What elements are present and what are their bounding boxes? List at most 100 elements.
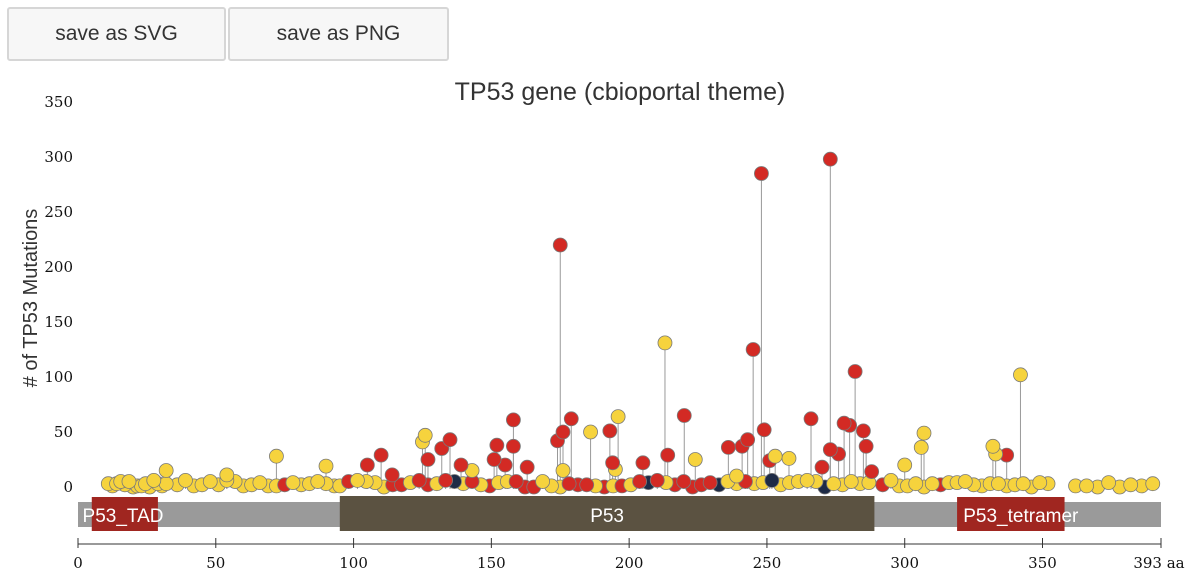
mutation-head bbox=[519, 459, 535, 475]
x-tick-label: 100 bbox=[339, 554, 368, 572]
mutation-head bbox=[720, 439, 736, 455]
mutation-head bbox=[219, 467, 235, 483]
mutation-head bbox=[858, 438, 874, 454]
mutation-head bbox=[610, 409, 626, 425]
mutation-head bbox=[822, 151, 838, 167]
mutation-head bbox=[1145, 476, 1161, 492]
x-tick-label: 150 bbox=[477, 554, 506, 572]
domain-label: P53 bbox=[590, 506, 624, 527]
mutation-stems bbox=[107, 159, 1154, 489]
mutation-head bbox=[814, 459, 830, 475]
y-tick-label: 100 bbox=[44, 368, 73, 386]
mutation-head bbox=[442, 432, 458, 448]
mutation-head bbox=[563, 411, 579, 427]
y-tick-label: 0 bbox=[63, 478, 73, 496]
mutation-head bbox=[121, 474, 137, 489]
mutation-head bbox=[489, 437, 505, 453]
mutation-head bbox=[561, 476, 577, 492]
mutation-head bbox=[843, 474, 859, 489]
mutation-head bbox=[729, 468, 745, 484]
mutation-head bbox=[310, 474, 326, 489]
mutation-head bbox=[202, 474, 218, 489]
mutation-head bbox=[605, 455, 621, 471]
mutation-head bbox=[178, 472, 193, 488]
mutation-head bbox=[803, 411, 819, 427]
mutation-head bbox=[411, 472, 427, 488]
mutation-head bbox=[384, 467, 400, 483]
mutation-head bbox=[1101, 475, 1117, 491]
mutation-head bbox=[897, 457, 913, 473]
mutation-head bbox=[1079, 478, 1094, 494]
y-tick-label: 150 bbox=[44, 313, 73, 331]
x-tick-label: 50 bbox=[206, 554, 225, 572]
domain-p53 bbox=[339, 496, 875, 531]
mutation-heads bbox=[100, 151, 1161, 495]
x-tick-label: 300 bbox=[890, 554, 919, 572]
mutation-head bbox=[676, 408, 692, 423]
domain-label: P53_TAD bbox=[83, 506, 164, 527]
mutation-head bbox=[486, 452, 502, 467]
mutation-head bbox=[676, 474, 692, 489]
mutation-head bbox=[635, 455, 651, 471]
save-svg-button[interactable]: save as SVG bbox=[7, 7, 226, 61]
mutation-head bbox=[535, 474, 551, 489]
mutation-head bbox=[420, 452, 436, 467]
protein-backbone: P53_TAD P53 P53_tetramer bbox=[78, 496, 1161, 531]
domain-p53_tad bbox=[91, 497, 158, 531]
x-axis: 0 50 100 150 200 250 300 350 393 aa bbox=[73, 538, 1185, 572]
y-tick-label: 200 bbox=[44, 258, 73, 276]
mutation-head bbox=[799, 472, 815, 488]
domain-label: P53_tetramer bbox=[963, 506, 1079, 527]
mutation-head bbox=[991, 476, 1006, 492]
mutation-head bbox=[649, 472, 665, 488]
mutation-head bbox=[767, 448, 783, 464]
mutation-head bbox=[146, 472, 162, 488]
mutation-head bbox=[602, 423, 618, 439]
mutation-head bbox=[916, 425, 932, 441]
mutation-head bbox=[373, 447, 389, 463]
mutation-head bbox=[318, 458, 334, 474]
mutation-head bbox=[740, 432, 756, 448]
y-tick-label: 250 bbox=[44, 203, 73, 221]
mutation-head bbox=[702, 475, 718, 491]
mutation-head bbox=[660, 447, 676, 463]
mutation-head bbox=[417, 427, 433, 443]
mutation-head bbox=[687, 452, 703, 467]
mutation-head bbox=[781, 450, 797, 466]
mutation-head bbox=[158, 476, 174, 492]
mutation-head bbox=[252, 475, 268, 491]
mutation-head bbox=[1015, 476, 1031, 492]
x-tick-label: 200 bbox=[615, 554, 644, 572]
mutation-head bbox=[508, 474, 524, 489]
mutation-head bbox=[1032, 475, 1048, 491]
y-axis: 0 50 100 150 200 250 300 350 bbox=[44, 93, 73, 496]
mutation-head bbox=[506, 412, 521, 428]
domain-p53_tetramer bbox=[957, 497, 1065, 531]
mutation-head bbox=[836, 415, 852, 431]
x-tick-label: 250 bbox=[753, 554, 782, 572]
mutation-head bbox=[285, 475, 301, 491]
mutation-head bbox=[908, 476, 924, 492]
mutation-head bbox=[822, 442, 838, 458]
mutation-head bbox=[957, 474, 973, 489]
mutation-head bbox=[506, 438, 521, 454]
mutation-head bbox=[855, 423, 871, 439]
mutation-head bbox=[632, 474, 648, 489]
mutation-head bbox=[350, 472, 365, 488]
mutation-head bbox=[924, 476, 940, 492]
mutation-head bbox=[1123, 477, 1139, 493]
mutation-head bbox=[583, 424, 598, 440]
mutation-head bbox=[756, 422, 772, 438]
x-tick-label: 0 bbox=[73, 554, 83, 572]
mutation-head bbox=[883, 472, 899, 488]
mutation-head bbox=[579, 477, 595, 493]
mutation-head bbox=[359, 457, 375, 473]
mutation-head bbox=[158, 463, 174, 478]
mutation-head bbox=[847, 364, 863, 379]
mutation-head bbox=[754, 166, 769, 181]
y-tick-label: 300 bbox=[44, 148, 73, 166]
y-tick-label: 50 bbox=[54, 423, 73, 441]
mutation-head bbox=[555, 463, 571, 478]
save-png-button[interactable]: save as PNG bbox=[228, 7, 449, 61]
